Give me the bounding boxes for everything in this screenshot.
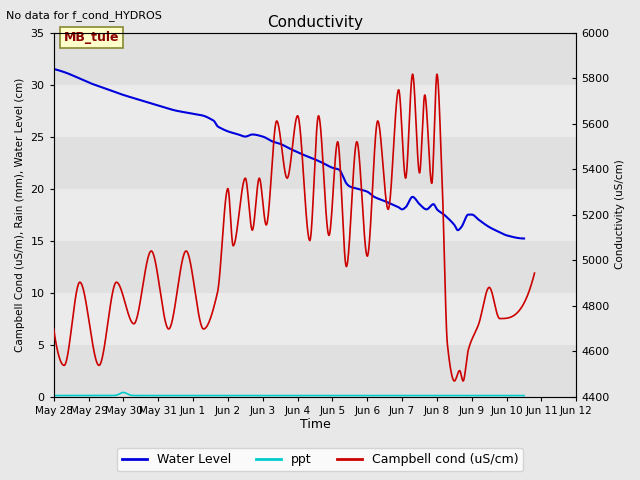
Text: MB_tule: MB_tule [64, 31, 120, 44]
Bar [54, 33, 577, 84]
Bar [54, 345, 577, 396]
Y-axis label: Campbell Cond (uS/m), Rain (mm), Water Level (cm): Campbell Cond (uS/m), Rain (mm), Water L… [15, 77, 25, 352]
Bar [54, 189, 577, 240]
Text: No data for f_cond_HYDROS: No data for f_cond_HYDROS [6, 10, 163, 21]
Y-axis label: Conductivity (uS/cm): Conductivity (uS/cm) [615, 160, 625, 269]
Title: Conductivity: Conductivity [267, 15, 363, 30]
Bar [54, 137, 577, 189]
Bar [54, 240, 577, 293]
Bar [54, 293, 577, 345]
Bar [54, 84, 577, 137]
Legend: Water Level, ppt, Campbell cond (uS/cm): Water Level, ppt, Campbell cond (uS/cm) [116, 448, 524, 471]
X-axis label: Time: Time [300, 419, 330, 432]
